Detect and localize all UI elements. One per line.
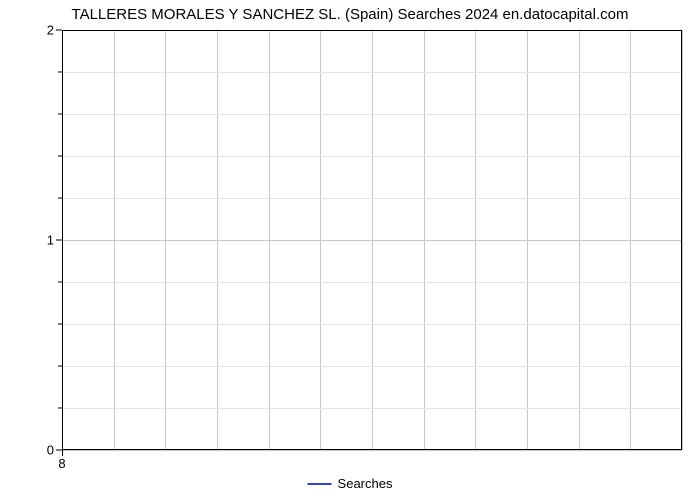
legend: Searches [308,476,393,491]
gridline-horizontal-major [62,30,682,31]
y-minor-tick [58,324,62,325]
gridline-horizontal-minor [62,282,682,283]
y-tick-label: 1 [47,233,62,248]
y-minor-tick [58,156,62,157]
legend-label: Searches [338,476,393,491]
gridline-horizontal-minor [62,114,682,115]
y-tick-label: 2 [47,23,62,38]
chart-title: TALLERES MORALES Y SANCHEZ SL. (Spain) S… [0,6,700,23]
y-minor-tick [58,198,62,199]
legend-swatch [308,483,332,485]
y-minor-tick [58,72,62,73]
y-minor-tick [58,366,62,367]
x-tick-label: 8 [58,450,65,471]
chart-figure: TALLERES MORALES Y SANCHEZ SL. (Spain) S… [0,0,700,500]
y-minor-tick [58,408,62,409]
gridline-horizontal-minor [62,324,682,325]
gridline-horizontal-major [62,450,682,451]
y-minor-tick [58,114,62,115]
gridline-horizontal-minor [62,366,682,367]
plot-area: 0128 [62,30,682,450]
gridline-horizontal-major [62,240,682,241]
gridline-vertical [682,30,683,450]
gridline-horizontal-minor [62,72,682,73]
gridline-horizontal-minor [62,408,682,409]
gridline-horizontal-minor [62,156,682,157]
y-minor-tick [58,282,62,283]
gridline-horizontal-minor [62,198,682,199]
